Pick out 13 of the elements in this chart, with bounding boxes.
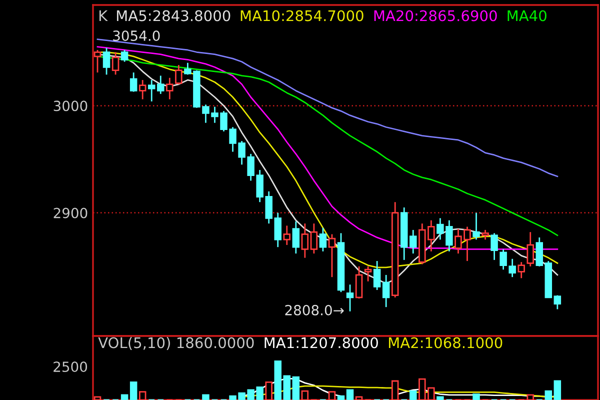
text: MA40 [508,10,546,22]
chart-title: K [99,10,108,22]
text: MA1:1207.8000 [264,337,378,348]
text: MA20:2865.6900 [374,10,497,22]
text: MA5:2843.8000 [116,10,230,22]
annotation: 2808.0→ [285,304,344,316]
y-tick-label: 3000 [54,100,88,112]
text: MA2:1068.1000 [388,337,502,348]
series-label: VOL(5,10) 1860.0000 [98,336,254,350]
y-tick-label: 2900 [54,208,88,218]
text: MA10:2854.7000 [240,10,364,22]
text: 2500 [54,362,88,372]
annotation: 3054.0 [113,30,160,41]
